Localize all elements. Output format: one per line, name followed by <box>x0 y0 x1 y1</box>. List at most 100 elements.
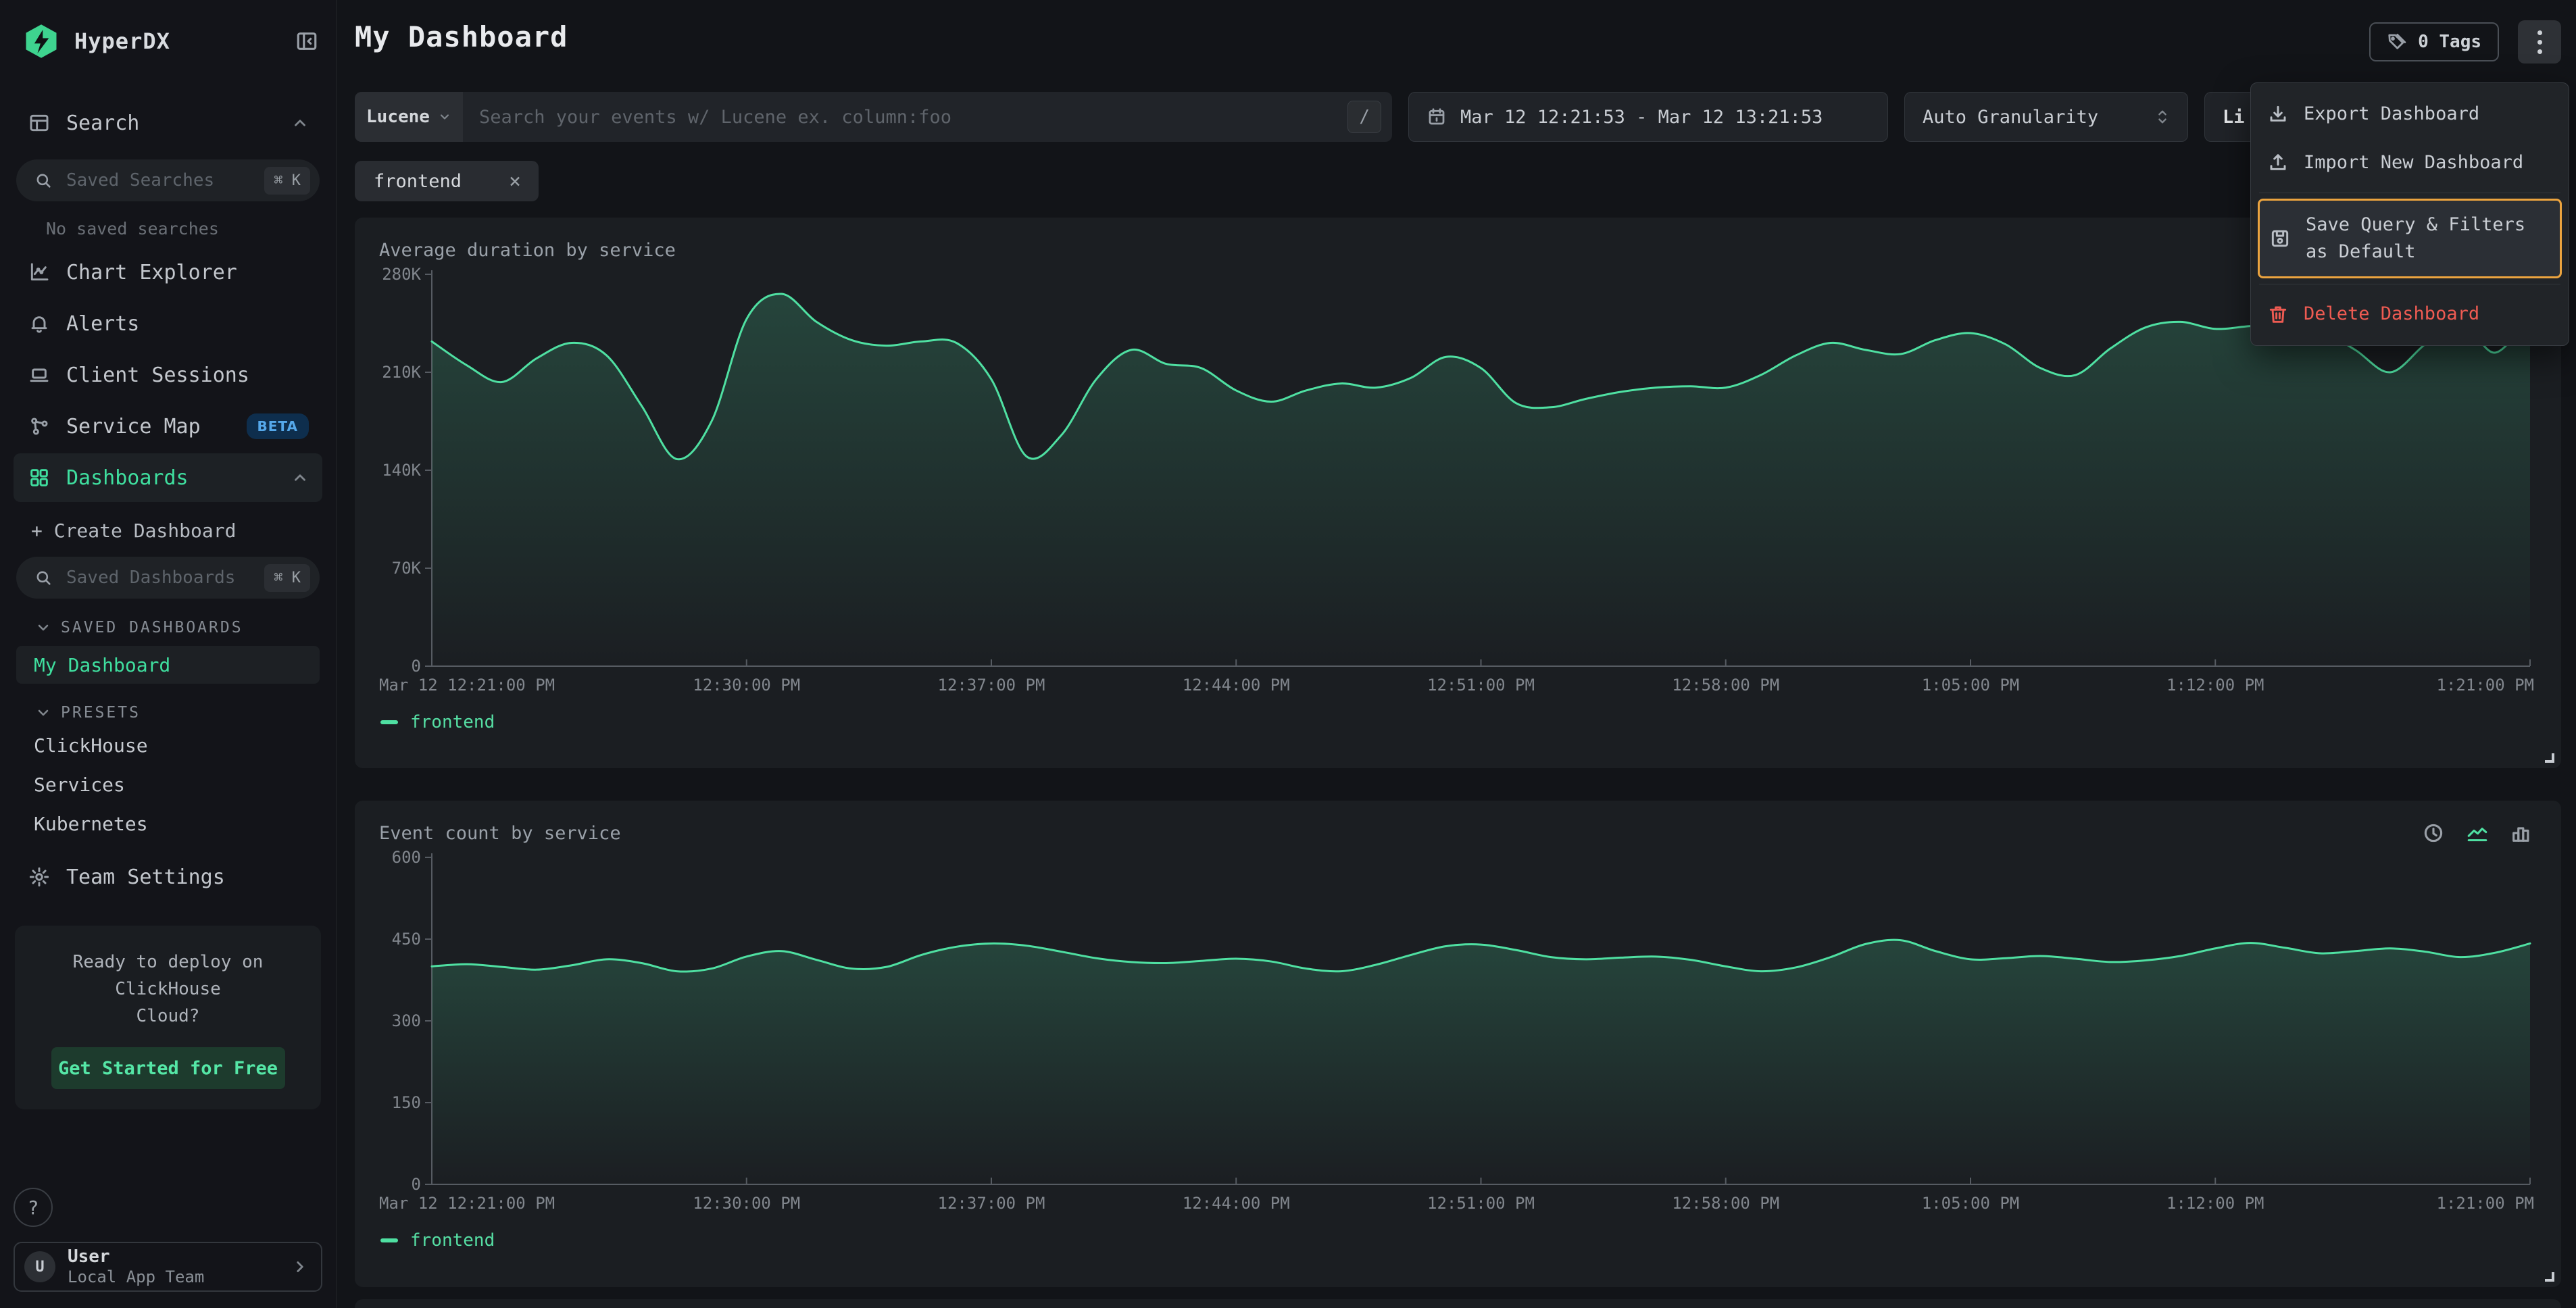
clickhouse-cloud-card: Ready to deploy on ClickHouse Cloud? Get… <box>15 926 321 1109</box>
avg-duration-chart[interactable]: 280K210K140K70K0Mar 12 12:21:00 PM12:30:… <box>375 265 2541 705</box>
sidebar-item-my-dashboard[interactable]: My Dashboard <box>16 646 320 684</box>
svg-text:12:44:00 PM: 12:44:00 PM <box>1183 676 1290 695</box>
granularity-select[interactable]: Auto Granularity <box>1904 92 2188 142</box>
panel-title: Average duration by service <box>379 240 676 261</box>
main-content: My Dashboard 0 Tags Lucene <box>337 0 2576 1308</box>
legend-label: frontend <box>410 712 495 732</box>
menu-item-export-dashboard[interactable]: Export Dashboard <box>2258 90 2562 139</box>
live-tail-label: Li <box>2223 107 2245 128</box>
chart-legend[interactable]: frontend <box>380 712 2541 732</box>
chevron-down-icon <box>438 110 451 124</box>
menu-item-import-dashboard[interactable]: Import New Dashboard <box>2258 139 2562 187</box>
sidebar-item-chart-explorer[interactable]: Chart Explorer <box>14 248 322 297</box>
sidebar-item-search[interactable]: Search <box>14 99 322 147</box>
chart-legend[interactable]: frontend <box>380 1230 2541 1251</box>
menu-item-delete-dashboard[interactable]: Delete Dashboard <box>2258 290 2562 338</box>
menu-item-save-default[interactable]: Save Query & Filters as Default <box>2258 199 2562 278</box>
bar-chart-view-icon[interactable] <box>2510 822 2533 845</box>
svg-text:150: 150 <box>392 1093 421 1112</box>
sidebar-item-clickhouse[interactable]: ClickHouse <box>14 726 322 765</box>
calendar-icon <box>1427 107 1447 127</box>
sidebar-item-kubernetes[interactable]: Kubernetes <box>14 804 322 843</box>
section-label: SAVED DASHBOARDS <box>61 619 243 636</box>
svg-text:140K: 140K <box>382 461 421 480</box>
page-title: My Dashboard <box>355 20 568 53</box>
brand-row: HyperDX <box>23 23 318 59</box>
tags-button[interactable]: 0 Tags <box>2369 22 2499 61</box>
saved-dashboards-input[interactable] <box>65 567 252 588</box>
legend-swatch <box>380 1238 398 1242</box>
chevron-updown-icon <box>2155 107 2170 126</box>
sidebar-item-team-settings[interactable]: Team Settings <box>14 853 322 901</box>
save-floppy-icon <box>2269 228 2291 249</box>
panel-resize-handle[interactable] <box>2545 1272 2554 1282</box>
dashboard-menu-button[interactable] <box>2518 20 2561 64</box>
svg-text:12:30:00 PM: 12:30:00 PM <box>693 1194 800 1213</box>
svg-text:1:12:00 PM: 1:12:00 PM <box>2166 676 2264 695</box>
filter-chip-label: frontend <box>374 171 462 192</box>
svg-text:1:05:00 PM: 1:05:00 PM <box>1922 1194 2020 1213</box>
time-range-icon[interactable] <box>2422 822 2445 845</box>
user-team: Local App Team <box>68 1267 279 1287</box>
svg-text:450: 450 <box>392 930 421 949</box>
saved-searches-input[interactable] <box>65 170 252 191</box>
event-search-box: Lucene / <box>355 92 1392 142</box>
hyperdx-logo-icon <box>23 23 59 59</box>
gear-icon <box>28 866 50 888</box>
sidebar-item-label: Search <box>66 111 275 135</box>
saved-dashboards-search[interactable]: ⌘ K <box>16 557 320 599</box>
sidebar-collapse-icon[interactable] <box>295 30 318 53</box>
sidebar-item-services[interactable]: Services <box>14 765 322 804</box>
bell-icon <box>28 313 50 334</box>
menu-item-label: Save Query & Filters as Default <box>2306 211 2550 266</box>
user-card[interactable]: U User Local App Team <box>14 1242 322 1292</box>
cloud-card-text-line2: Cloud? <box>32 1003 303 1030</box>
date-range-value: Mar 12 12:21:53 - Mar 12 13:21:53 <box>1460 107 1823 128</box>
filter-chip-frontend[interactable]: frontend × <box>355 161 539 201</box>
create-dashboard-button[interactable]: + Create Dashboard <box>31 520 322 542</box>
menu-item-label: Import New Dashboard <box>2304 149 2523 176</box>
get-started-button[interactable]: Get Started for Free <box>51 1047 285 1089</box>
presets-section-header[interactable]: PRESETS <box>35 704 322 722</box>
sidebar-item-dashboards[interactable]: Dashboards <box>14 453 322 502</box>
magnifier-icon <box>34 171 53 190</box>
panel-resize-handle[interactable] <box>2545 753 2554 763</box>
sidebar-item-alerts[interactable]: Alerts <box>14 299 322 348</box>
line-chart-view-icon[interactable] <box>2465 822 2490 845</box>
svg-text:12:51:00 PM: 12:51:00 PM <box>1427 1194 1535 1213</box>
sidebar-item-client-sessions[interactable]: Client Sessions <box>14 351 322 399</box>
svg-text:1:21:00 PM: 1:21:00 PM <box>2437 676 2535 695</box>
sidebar-item-label: Alerts <box>66 312 309 336</box>
close-icon[interactable]: × <box>509 170 521 193</box>
section-label: PRESETS <box>61 704 141 722</box>
sidebar-item-label: Client Sessions <box>66 363 309 387</box>
cloud-card-text-line1: Ready to deploy on ClickHouse <box>32 949 303 1003</box>
chevron-up-icon <box>291 469 309 486</box>
date-range-picker[interactable]: Mar 12 12:21:53 - Mar 12 13:21:53 <box>1408 92 1888 142</box>
menu-item-label: Export Dashboard <box>2304 101 2479 128</box>
svg-text:70K: 70K <box>392 559 422 578</box>
cmd-k-shortcut: ⌘ K <box>264 564 310 592</box>
svg-text:Mar 12 12:21:00 PM: Mar 12 12:21:00 PM <box>379 676 555 695</box>
active-filters: frontend × <box>355 161 2561 201</box>
trash-icon <box>2267 303 2289 325</box>
next-panel-edge <box>355 1299 2561 1308</box>
avatar: U <box>24 1251 55 1282</box>
saved-searches-search[interactable]: ⌘ K <box>16 159 320 201</box>
help-button[interactable]: ? <box>14 1188 53 1227</box>
saved-dashboards-section-header[interactable]: SAVED DASHBOARDS <box>35 619 322 636</box>
event-search-input[interactable] <box>463 92 1347 142</box>
panel-title: Event count by service <box>379 823 621 844</box>
svg-text:12:37:00 PM: 12:37:00 PM <box>938 676 1045 695</box>
chevron-right-icon <box>291 1258 309 1276</box>
magnifier-icon <box>34 568 53 587</box>
query-language-select[interactable]: Lucene <box>355 92 463 142</box>
sidebar-item-service-map[interactable]: Service Map BETA <box>14 402 322 451</box>
panel-average-duration: Average duration by service 280K210K140K… <box>355 218 2561 768</box>
topbar: My Dashboard 0 Tags <box>355 20 2561 68</box>
svg-text:Mar 12 12:21:00 PM: Mar 12 12:21:00 PM <box>379 1194 555 1213</box>
event-count-chart[interactable]: 6004503001500Mar 12 12:21:00 PM12:30:00 … <box>375 848 2541 1224</box>
svg-text:600: 600 <box>392 848 421 867</box>
chevron-up-icon <box>291 114 309 132</box>
tags-button-label: 0 Tags <box>2418 32 2481 52</box>
